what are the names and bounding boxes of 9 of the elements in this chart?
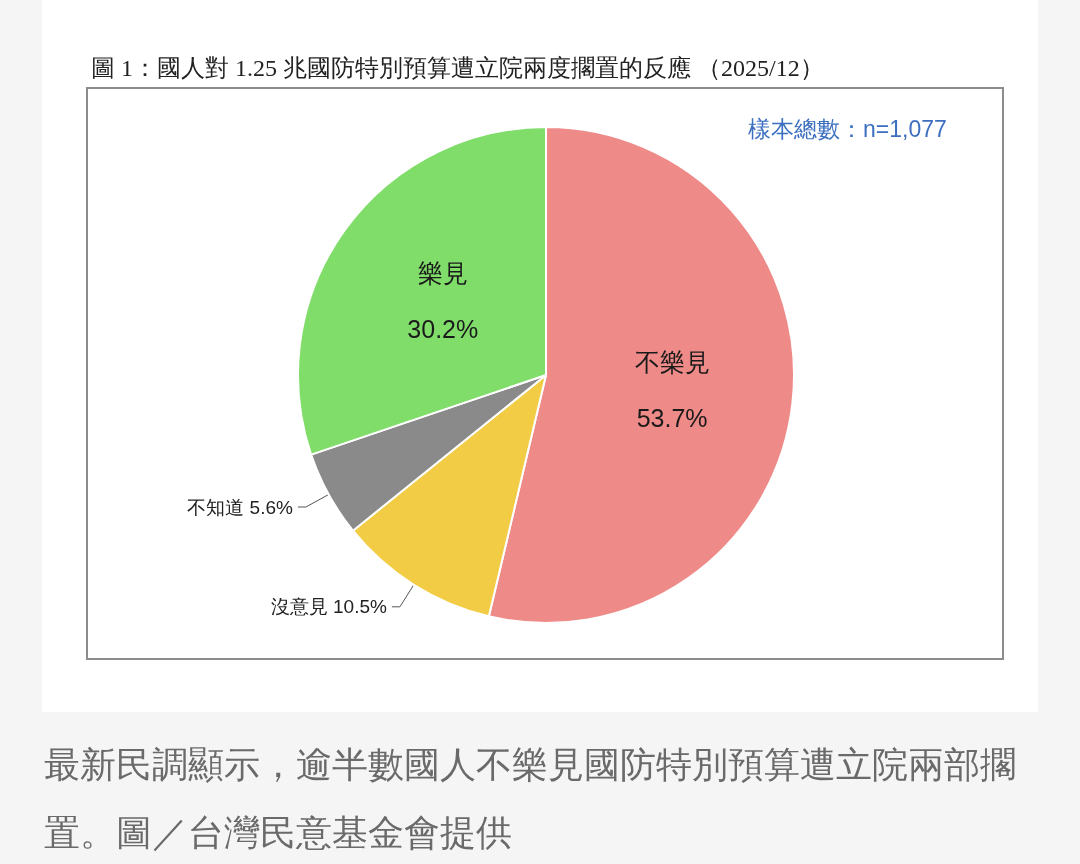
slice-label: 不樂見 (634, 347, 710, 376)
chart-title: 圖 1：國人對 1.25 兆國防特別預算遭立院兩度擱置的反應 （2025/12） (91, 55, 824, 81)
data-label: 30.2% (407, 315, 479, 343)
text: 樣本總數：n=1,077 (748, 115, 947, 142)
slice-label: 沒意見 10.5% (270, 596, 388, 618)
text: 最新民調顯示，逾半數國人不樂見國防特別預算遭立院兩部擱置。圖／台灣民意基金會提供 (44, 743, 1017, 855)
slice-label: 樂見 (417, 259, 468, 287)
slice-label: 不知道 5.6% (187, 496, 293, 518)
data-label: 53.7% (636, 403, 708, 432)
